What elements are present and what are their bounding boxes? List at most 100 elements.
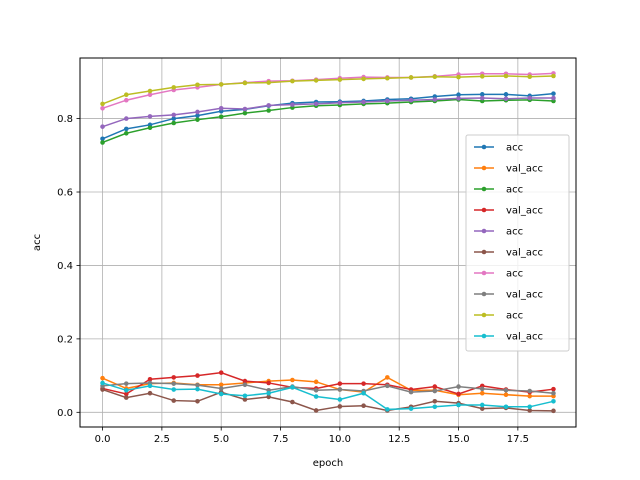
data-point: [123, 126, 129, 132]
data-point: [551, 95, 556, 101]
data-point: [456, 74, 461, 80]
legend-label: val_acc: [506, 164, 543, 175]
data-point: [195, 373, 200, 378]
series-line: [102, 382, 554, 394]
x-tick-label: 15.0: [447, 434, 469, 445]
data-point: [171, 85, 177, 90]
legend-swatch-marker: [481, 186, 487, 192]
data-point: [218, 106, 224, 111]
series-5: [100, 95, 556, 129]
series-8: [100, 380, 556, 396]
data-point: [171, 398, 177, 403]
data-point: [242, 110, 248, 116]
x-tick-label: 5.0: [213, 434, 229, 445]
x-tick-label: 0.0: [95, 434, 111, 445]
series-10: [100, 380, 556, 412]
legend-item: acc: [474, 311, 523, 322]
data-point: [551, 390, 556, 396]
data-point: [479, 402, 485, 408]
data-point: [290, 78, 295, 84]
y-tick-label: 0.8: [57, 114, 73, 125]
data-point: [337, 77, 343, 82]
data-point: [266, 80, 271, 85]
data-point: [195, 386, 200, 392]
data-point: [266, 390, 271, 396]
legend-label: acc: [506, 311, 523, 322]
data-point: [361, 390, 366, 396]
data-point: [123, 92, 129, 98]
data-point: [479, 390, 485, 396]
y-tick-label: 0.4: [57, 261, 73, 272]
data-point: [527, 95, 533, 101]
legend-swatch-marker: [481, 312, 487, 318]
legend-item: acc: [474, 227, 523, 238]
legend-item: acc: [474, 143, 523, 154]
data-point: [313, 387, 319, 393]
data-point: [337, 397, 343, 402]
legend-label: val_acc: [506, 206, 543, 217]
data-point: [479, 406, 485, 411]
data-point: [479, 92, 485, 97]
data-point: [171, 387, 177, 392]
data-point: [337, 100, 343, 106]
tick-layer: 0.0 2.5 5.0 7.5 10.0 12.5 15.0 17.5 0.0 0.2 0.4 0.6…: [57, 114, 529, 445]
data-point: [432, 74, 438, 80]
data-point: [242, 378, 248, 384]
data-point: [337, 381, 343, 386]
series-9: [100, 73, 556, 107]
data-point: [100, 136, 105, 142]
data-point: [479, 386, 485, 392]
data-point: [503, 96, 509, 102]
data-point: [147, 114, 153, 119]
data-point: [313, 379, 319, 385]
data-point: [503, 92, 509, 97]
data-point: [218, 370, 224, 375]
legend-label: acc: [506, 185, 523, 196]
data-point: [408, 406, 414, 411]
legend-swatch-marker: [481, 333, 487, 339]
data-point: [171, 112, 177, 118]
data-point: [385, 407, 390, 412]
data-point: [171, 381, 177, 386]
data-point: [218, 386, 224, 391]
data-point: [123, 97, 129, 103]
x-tick-label: 7.5: [273, 434, 289, 445]
legend-item: val_acc: [474, 248, 543, 259]
data-point: [385, 383, 390, 389]
data-point: [147, 383, 153, 389]
data-point: [385, 98, 390, 104]
data-point: [100, 375, 105, 381]
x-tick-label: 2.5: [154, 434, 170, 445]
data-point: [171, 375, 177, 380]
data-point: [551, 386, 556, 392]
data-point: [432, 97, 438, 102]
series-line: [102, 98, 554, 144]
data-point: [195, 382, 200, 388]
legend-label: acc: [506, 227, 523, 238]
data-point: [361, 99, 366, 105]
data-point: [432, 404, 438, 410]
data-point: [551, 73, 556, 79]
legend-label: val_acc: [506, 332, 543, 343]
data-point: [503, 387, 509, 393]
data-point: [100, 140, 105, 145]
data-point: [313, 101, 319, 107]
data-point: [408, 75, 414, 80]
data-point: [100, 106, 105, 111]
legend-item: val_acc: [474, 332, 543, 343]
data-point: [313, 408, 319, 413]
data-point: [503, 73, 509, 79]
data-point: [479, 74, 485, 79]
data-point: [218, 114, 224, 120]
legend-item: acc: [474, 269, 523, 280]
data-point: [290, 385, 295, 390]
legend: accval_accaccval_accaccval_accaccval_acc…: [465, 134, 570, 352]
data-point: [171, 116, 177, 121]
legend-label: acc: [506, 143, 523, 154]
legend-label: val_acc: [506, 290, 543, 301]
data-point: [218, 391, 224, 397]
x-tick-label: 17.5: [507, 434, 529, 445]
data-point: [266, 103, 271, 108]
data-point: [147, 390, 153, 396]
legend-item: val_acc: [474, 206, 543, 217]
